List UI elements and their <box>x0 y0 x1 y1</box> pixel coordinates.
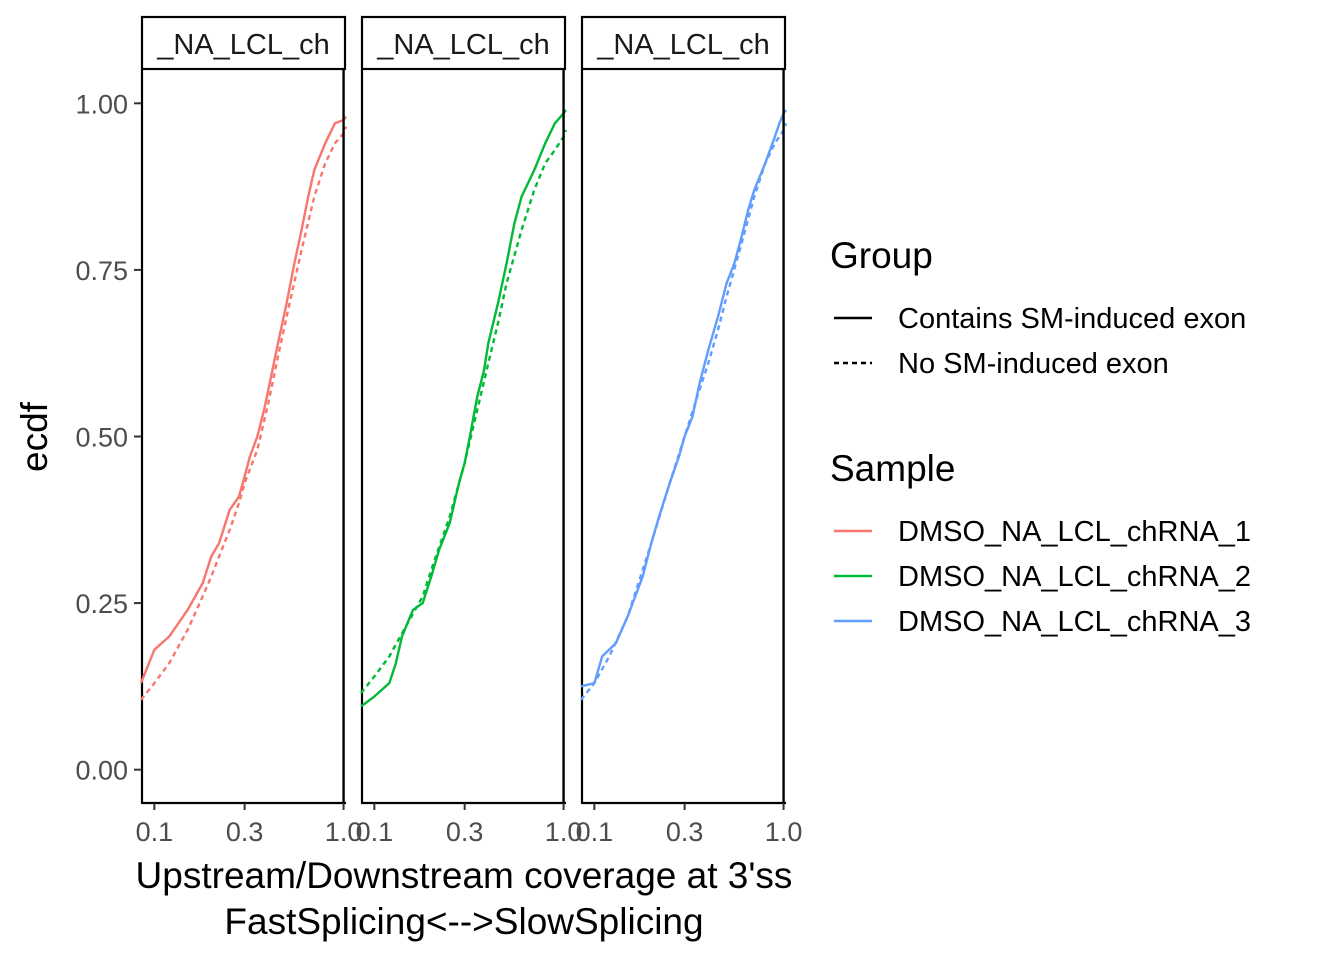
legend-label-group: Contains SM-induced exon <box>898 303 1246 335</box>
ecdf-line-no-sm-exon <box>140 126 348 701</box>
legend: Group Contains SM-induced exon No SM-induc… <box>830 235 1251 638</box>
facet-strip-box <box>140 15 347 71</box>
facet-panel-3: _NA_LCL_ch 0.1 0.3 1.0 <box>576 15 803 847</box>
y-tick-label: 0.25 <box>75 589 128 619</box>
legend-label-sample: DMSO_NA_LCL_chRNA_1 <box>898 516 1251 548</box>
facet-strip-box <box>580 15 787 71</box>
facet-strip-label: _NA_LCL_ch <box>376 29 550 61</box>
legend-title-group: Group <box>830 235 933 276</box>
facets-layer: _NA_LCL_ch0.1 0.3 1.0_NA_LCL_ch0.1 0.3 1.0_N… <box>136 15 803 847</box>
y-tick-label: 0.00 <box>75 756 128 786</box>
facet-panel-2: _NA_LCL_ch 0.1 0.3 1.0 <box>356 15 583 847</box>
x-tick-label: 0.1 <box>136 817 174 847</box>
ecdf-line-no-sm-exon <box>580 122 788 701</box>
x-tick-label: 0.3 <box>446 817 484 847</box>
ecdf-line-contains-sm-exon <box>360 109 567 708</box>
ecdf-line-no-sm-exon <box>360 129 568 694</box>
x-tick-label: 0.3 <box>666 817 704 847</box>
legend-title-sample: Sample <box>830 448 955 489</box>
ecdf-line-contains-sm-exon <box>139 115 347 684</box>
y-tick-label: 0.50 <box>75 423 128 453</box>
x-axis-title-line1: Upstream/Downstream coverage at 3'ss <box>136 855 793 896</box>
facet-panel-1: _NA_LCL_ch 0.1 0.3 1.0 <box>136 15 363 847</box>
x-tick-label: 0.1 <box>356 817 394 847</box>
facet-strip-box <box>360 15 567 71</box>
y-tick-label: 0.75 <box>75 256 128 286</box>
y-tick-label: 1.00 <box>75 89 128 119</box>
facet-strip-label: _NA_LCL_ch <box>156 29 330 61</box>
legend-label-sample: DMSO_NA_LCL_chRNA_3 <box>898 606 1251 638</box>
y-axis-title: ecdf <box>14 401 55 472</box>
x-tick-label: 0.3 <box>226 817 264 847</box>
x-tick-label: 1.0 <box>545 817 583 847</box>
y-axis: 0.00 0.25 0.50 0.75 1.00 <box>75 89 141 786</box>
x-tick-label: 1.0 <box>765 817 803 847</box>
x-tick-label: 0.1 <box>576 817 614 847</box>
legend-label-sample: DMSO_NA_LCL_chRNA_2 <box>898 561 1251 593</box>
x-axis-title-line2: FastSplicing<-->SlowSplicing <box>224 901 703 942</box>
facet-strip-label: _NA_LCL_ch <box>596 29 770 61</box>
legend-label-group: No SM-induced exon <box>898 348 1169 380</box>
x-tick-label: 1.0 <box>325 817 363 847</box>
